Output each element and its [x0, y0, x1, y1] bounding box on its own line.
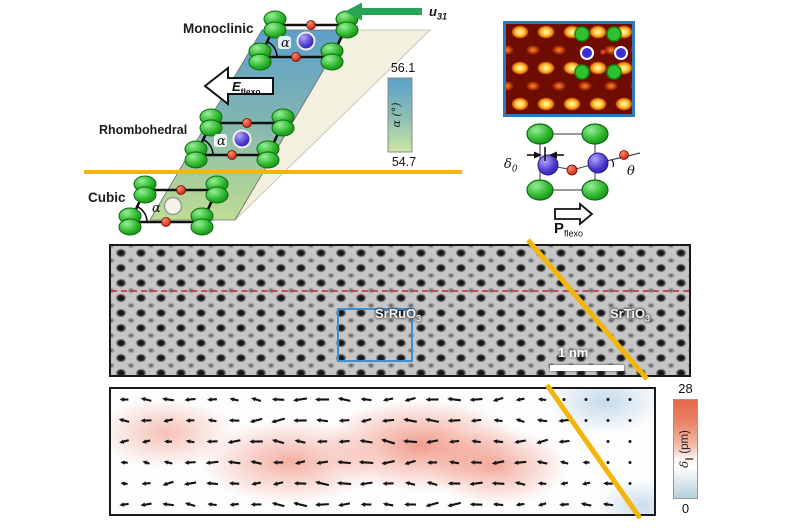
phase-transition-diagram: α α α: [84, 2, 462, 236]
alpha-colorbar-unit-label: α (°): [390, 102, 403, 127]
a-site-atom-pair: [320, 42, 344, 71]
a-site-atom-pair: [184, 140, 208, 169]
a-site-atom-pair: [256, 140, 280, 169]
film-substrate-interface-line: [526, 238, 649, 381]
a-site-atom-pair: [118, 207, 142, 236]
sr-atom: [581, 179, 609, 201]
delta-label: δ0: [504, 157, 518, 175]
film-substrate-interface-line: [544, 383, 643, 520]
scale-bar-label: 1 nm: [558, 345, 589, 360]
cubic-label: Cubic: [88, 190, 126, 205]
o-atom-marker: [600, 49, 606, 55]
unit-cell-schematic: δ0 θ Pflexo: [504, 123, 641, 239]
sr-atom: [526, 179, 554, 201]
sr-atom-marker: [606, 64, 622, 80]
a-site-atom-pair: [263, 10, 287, 39]
cubic-unit-cell: α: [118, 175, 229, 236]
cell-angle-label: α: [152, 201, 161, 216]
b-site-atom-displaced: [296, 31, 316, 51]
closeup-region-box: [337, 308, 413, 362]
cell-angle-label: α: [217, 134, 226, 149]
film-label: SrRuO3: [375, 306, 422, 324]
strain-gradient-arrow: [345, 2, 422, 21]
a-site-atom-pair: [205, 175, 229, 204]
sr-atom-marker: [574, 26, 590, 42]
rhombohedral-unit-cell: α: [184, 108, 295, 169]
alpha-colorbar-min: 54.7: [392, 155, 416, 169]
alpha-colorbar: [387, 77, 413, 153]
sr-atom: [581, 123, 609, 145]
oxygen-atom: [161, 217, 171, 227]
polarization-arrow: [554, 202, 594, 226]
cell-angle-label: α: [281, 36, 290, 51]
a-site-atom-pair: [248, 42, 272, 71]
scale-bar: [550, 365, 624, 371]
oxygen-atom: [242, 118, 252, 128]
oxygen-atom: [291, 52, 301, 62]
displacement-map-panel: [109, 383, 656, 520]
b-site-atom-displaced: [232, 129, 252, 149]
flexo-field-label: Eflexo: [232, 79, 261, 97]
flexo-field-arrow: [203, 65, 274, 107]
oxygen-atom: [176, 185, 186, 195]
monoclinic-unit-cell: α: [248, 10, 359, 71]
lattice-plane-marker-line: [111, 290, 689, 292]
alpha-colorbar-max: 56.1: [391, 61, 415, 75]
sr-atom: [526, 123, 554, 145]
substrate-label: SrTiO3: [610, 306, 651, 324]
a-site-atom-pair: [133, 175, 157, 204]
ru-atom-marker: [580, 46, 594, 60]
map-colorbar-unit-label: δ∥ (pm): [677, 430, 694, 468]
a-site-atom-pair: [199, 108, 223, 137]
monoclinic-label: Monoclinic: [183, 21, 254, 36]
sr-atom-marker: [606, 26, 622, 42]
o-atom: [566, 164, 578, 176]
a-site-atom-pair: [271, 108, 295, 137]
o-atom: [619, 150, 629, 160]
rhombohedral-label: Rhombohedral: [99, 123, 187, 137]
oxygen-atom: [227, 150, 237, 160]
stem-closeup-image: [503, 21, 635, 117]
map-colorbar-max: 28: [678, 381, 693, 396]
theta-label: θ: [627, 164, 635, 179]
a-site-atom-pair: [190, 207, 214, 236]
ru-atom-displaced: [587, 152, 609, 174]
map-colorbar: [673, 399, 698, 499]
b-site-atom-centered: [163, 196, 183, 216]
oxygen-atom: [306, 20, 316, 30]
ru-atom-marker: [614, 46, 628, 60]
displacement-vector-field: [118, 383, 643, 520]
sr-atom-marker: [574, 64, 590, 80]
atom-position-overlay: [574, 26, 628, 80]
polarization-label: Pflexo: [554, 220, 583, 239]
stem-panel: SrRuO3 SrTiO3 1 nm: [109, 238, 691, 381]
delta-displacement-marks: [527, 147, 564, 161]
ru-atom-displaced: [537, 154, 559, 176]
theta-arc: [611, 159, 614, 168]
strain-gradient-label: u31: [429, 4, 447, 22]
map-colorbar-min: 0: [681, 501, 690, 516]
